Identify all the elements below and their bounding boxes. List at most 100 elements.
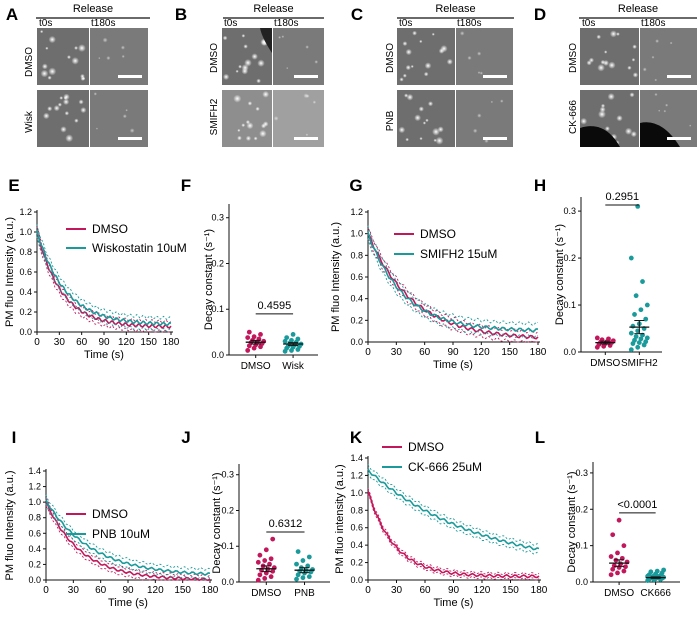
panel-label: F <box>181 176 191 195</box>
fluorescent-spot <box>305 45 309 49</box>
series-sem-lower-dmso <box>367 493 540 581</box>
fluorescent-spot <box>624 127 633 135</box>
y-tick-label: 0.2 <box>211 258 224 268</box>
y-tick-label: 0.0 <box>221 577 234 587</box>
x-tick-label: 150 <box>140 337 157 348</box>
scale-bar <box>294 137 318 140</box>
fluorescent-spot <box>399 77 404 82</box>
x-tick-label: 0 <box>43 585 49 596</box>
fluorescent-spot <box>48 35 56 44</box>
fluorescent-spot <box>233 94 242 103</box>
fluorescent-spot <box>432 127 440 136</box>
y-tick-label: 0.2 <box>221 505 234 515</box>
data-point-dmso <box>246 329 252 335</box>
time-label-t180: t180s <box>457 18 481 29</box>
fluorescent-spot <box>245 135 252 142</box>
y-tick-label: 0.6 <box>19 267 32 277</box>
x-tick-label: 30 <box>391 347 403 358</box>
y-tick-label: 0.4 <box>19 287 32 297</box>
x-tick-label: 180 <box>202 585 219 596</box>
fluorescent-spot <box>121 54 125 59</box>
chart-layer: E 0.0 0.2 0.4 0.6 0.8 1.0 1.2 0 30 60 90 120 150 180 Ti… <box>4 176 680 609</box>
data-point-drug <box>305 563 311 569</box>
data-point-drug <box>644 302 650 308</box>
fluorescent-spot <box>95 127 99 130</box>
y-tick-label: 1.4 <box>350 453 363 463</box>
fluorescent-spot <box>102 37 108 43</box>
fluorescent-spot <box>405 48 412 56</box>
fluorescent-spot <box>616 115 623 122</box>
fluorescent-spot <box>642 67 647 72</box>
chart-panel-g: G 0.0 0.2 0.4 0.6 0.8 1.0 1.2 0 30 60 90 120 150 180 Ti… <box>330 176 547 371</box>
y-tick-label: 0.6 <box>28 528 41 538</box>
fluorescent-spot <box>629 92 635 98</box>
fluorescent-spot <box>62 98 70 106</box>
fluorescent-spot <box>41 63 48 70</box>
micrograph-image-t0 <box>580 28 639 85</box>
data-point-drug <box>306 574 312 580</box>
panel-label: J <box>181 428 190 447</box>
fluorescent-spot <box>241 34 246 38</box>
panel-label: D <box>534 5 546 24</box>
x-category-label: DMSO <box>604 588 634 599</box>
fluorescent-spot <box>129 128 135 133</box>
fluorescent-spot <box>77 44 86 53</box>
data-point-dmso <box>606 336 611 342</box>
y-tick-label: 0.0 <box>211 350 224 360</box>
fluorescent-spot <box>125 108 128 112</box>
y-tick-label: 0.2 <box>350 558 363 568</box>
micrograph-panel-c: C Release t0s t180s DMSO PNB <box>351 3 514 147</box>
fluorescent-spot <box>40 69 49 78</box>
x-tick-label: 30 <box>68 585 80 596</box>
data-point-drug <box>295 549 301 555</box>
x-category-label: DMSO <box>251 588 281 599</box>
y-tick-label: 0.2 <box>19 307 32 317</box>
release-header: Release <box>435 3 475 15</box>
fluorescent-spot <box>422 121 427 125</box>
fluorescent-spot <box>262 121 269 127</box>
x-axis-title: Time (s) <box>434 597 474 609</box>
fluorescent-spot <box>600 103 606 108</box>
series-line-drug <box>36 230 172 327</box>
fluorescent-spot <box>477 113 482 118</box>
fluorescent-spot <box>477 51 482 56</box>
fluorescent-spot <box>479 71 483 75</box>
x-tick-label: 60 <box>76 337 88 348</box>
fluorescent-spot <box>238 64 242 69</box>
y-tick-label: 0.0 <box>19 327 32 337</box>
fluorescent-spot <box>43 112 50 120</box>
fluorescent-spot <box>404 93 409 98</box>
fluorescent-spot <box>48 67 57 76</box>
fluorescent-spot <box>600 59 606 65</box>
fluorescent-spot <box>402 73 407 78</box>
cell-edge-dark-region <box>640 122 680 147</box>
x-tick-label: 180 <box>531 585 548 596</box>
y-tick-label: 0.0 <box>28 575 41 585</box>
fluorescent-spot <box>262 90 270 98</box>
data-point-drug <box>282 338 288 344</box>
fluorescent-spot <box>247 101 253 106</box>
time-label-t0: t0s <box>582 18 595 29</box>
data-point-dmso <box>255 559 261 565</box>
data-point-drug <box>644 335 650 341</box>
x-tick-label: 180 <box>163 337 180 348</box>
x-tick-label: 90 <box>122 585 134 596</box>
fluorescent-spot <box>222 35 228 41</box>
condition-row-label: DMSO <box>568 43 579 73</box>
series-sem-upper-drug <box>36 224 172 320</box>
data-point-drug <box>300 558 306 563</box>
panel-label: G <box>349 176 362 195</box>
data-point-dmso <box>270 536 276 542</box>
data-point-drug <box>306 554 312 560</box>
y-tick-label: 0.1 <box>221 541 234 551</box>
y-axis-title: PM fluo Intensity (a.u.) <box>330 222 342 332</box>
chart-panel-h: H 0.0 0.1 0.2 0.3 Decay constant (s⁻¹) DMSO SMI… <box>534 176 662 369</box>
y-tick-label: 1.2 <box>28 482 41 492</box>
time-label-t0: t0s <box>399 18 412 29</box>
x-tick-label: 120 <box>474 585 491 596</box>
x-tick-label: 30 <box>54 337 66 348</box>
fluorescent-spot <box>241 123 246 128</box>
x-tick-label: 150 <box>502 585 519 596</box>
y-tick-label: 0.3 <box>211 213 224 223</box>
